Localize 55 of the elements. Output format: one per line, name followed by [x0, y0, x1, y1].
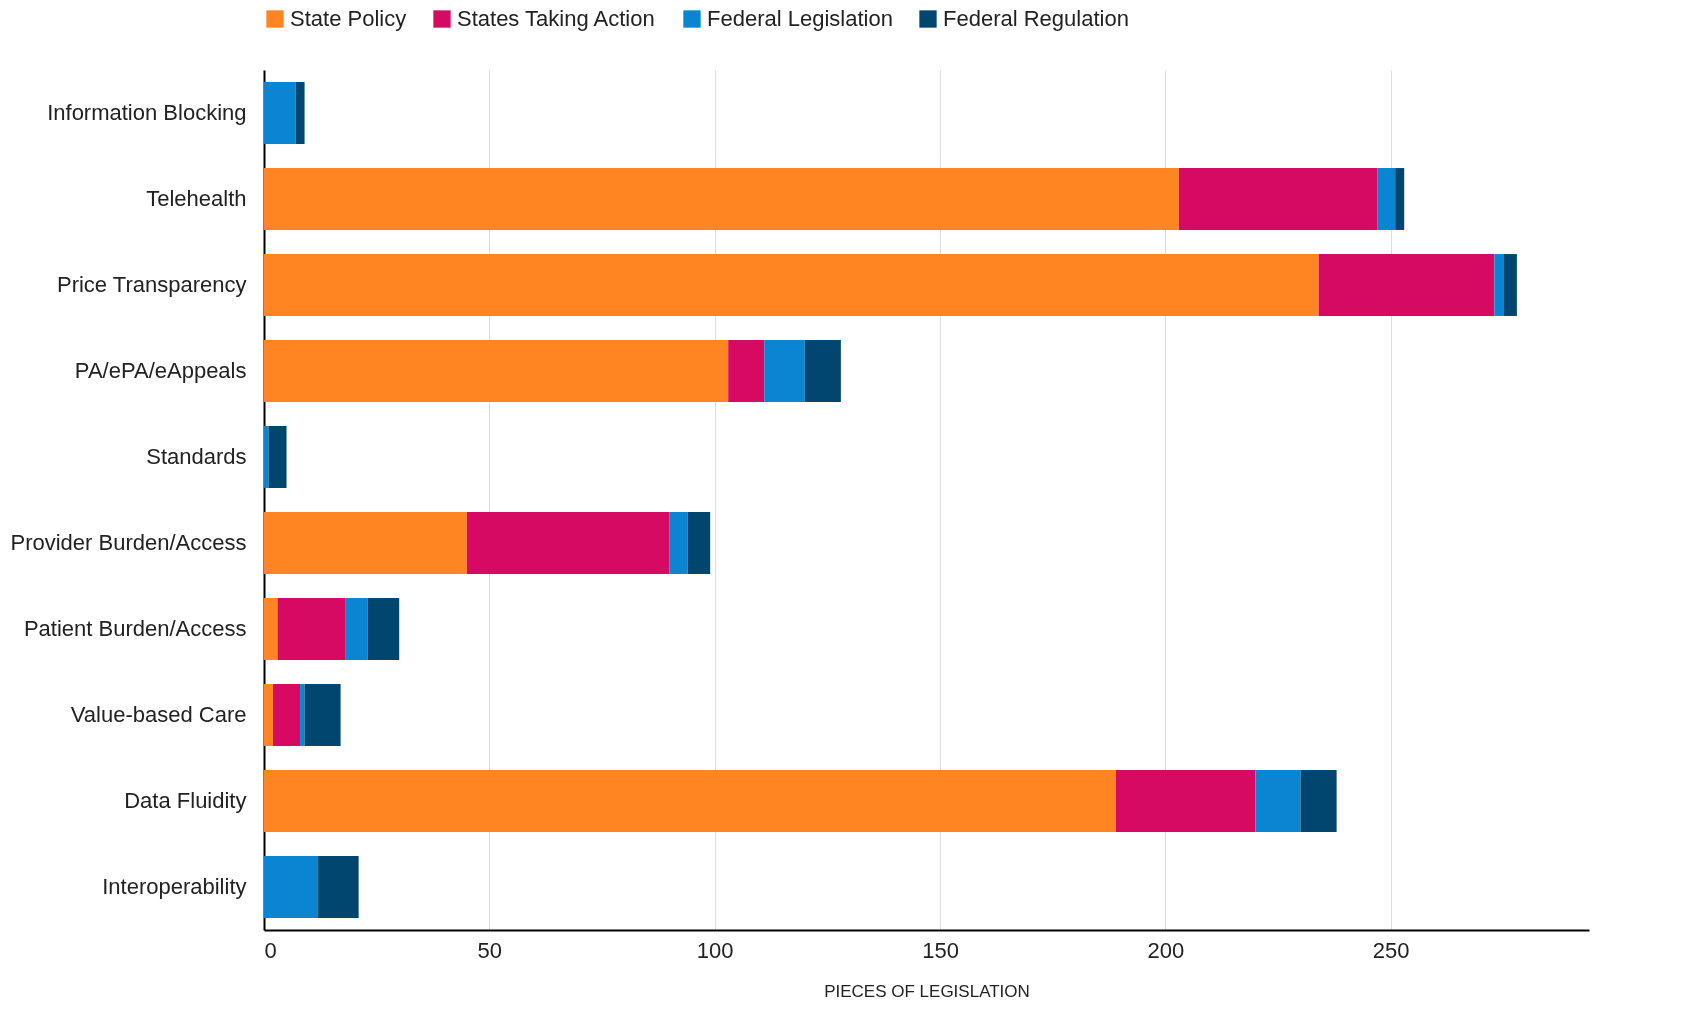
bar — [1494, 254, 1504, 316]
x-tick-label: 0 — [264, 937, 277, 963]
bar — [304, 684, 341, 746]
x-tick-label: 150 — [922, 937, 959, 963]
y-tick-label: PA/ePA/eAppeals — [74, 358, 247, 383]
bar — [295, 82, 305, 144]
y-tick-label: Value-based Care — [70, 702, 247, 727]
x-tick-label: 50 — [477, 937, 503, 963]
bar — [264, 856, 319, 918]
bar — [264, 770, 1116, 832]
bar — [728, 340, 765, 402]
bar — [264, 426, 269, 488]
bar — [345, 598, 368, 660]
bar — [268, 426, 287, 488]
bar — [300, 684, 305, 746]
bar — [264, 254, 1319, 316]
bar — [1300, 770, 1337, 832]
x-tick-label: 200 — [1147, 937, 1185, 963]
y-tick-label: Patient Burden/Access — [23, 616, 247, 641]
bar — [687, 512, 711, 574]
bar — [264, 340, 729, 402]
bar — [264, 82, 296, 144]
legend-label: Federal Legislation — [707, 6, 893, 31]
legend-label: States Taking Action — [457, 6, 655, 31]
y-tick-label: Price Transparency — [56, 272, 247, 297]
x-axis-title: PIECES OF LEGISLATION — [824, 981, 1030, 1001]
bar — [1395, 168, 1405, 230]
bar — [318, 856, 359, 918]
legend-label: Federal Regulation — [943, 6, 1129, 31]
bar — [1255, 770, 1301, 832]
bar — [264, 684, 274, 746]
bar — [264, 598, 278, 660]
bar — [264, 168, 1179, 230]
y-tick-label: Information Blocking — [47, 100, 247, 125]
bar — [1115, 770, 1256, 832]
bar — [1318, 254, 1495, 316]
x-tick-label: 100 — [696, 937, 734, 963]
bar — [264, 512, 467, 574]
bar — [1178, 168, 1378, 230]
bar — [367, 598, 400, 660]
bar — [1503, 254, 1517, 316]
y-tick-label: Telehealth — [146, 186, 247, 211]
bar — [669, 512, 688, 574]
y-tick-label: Provider Burden/Access — [10, 530, 247, 555]
y-tick-label: Data Fluidity — [124, 788, 247, 813]
y-tick-label: Standards — [146, 444, 247, 469]
bar — [1377, 168, 1396, 230]
bar — [466, 512, 670, 574]
bar — [273, 684, 301, 746]
bar — [804, 340, 841, 402]
x-tick-label: 250 — [1372, 937, 1410, 963]
bar — [277, 598, 346, 660]
y-tick-label: Interoperability — [102, 874, 247, 899]
legend-label: State Policy — [290, 6, 407, 31]
bar — [764, 340, 805, 402]
